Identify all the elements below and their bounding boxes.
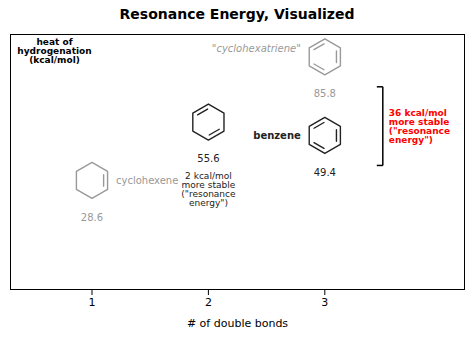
svg-text:1: 1 (88, 296, 95, 309)
svg-text:3: 3 (321, 296, 328, 309)
svg-text:benzene: benzene (253, 130, 301, 141)
svg-text:55.6: 55.6 (197, 153, 219, 164)
svg-text:"cyclohexatriene": "cyclohexatriene" (212, 43, 301, 54)
svg-text:28.6: 28.6 (81, 212, 103, 223)
svg-text:49.4: 49.4 (314, 167, 336, 178)
svg-text:36 kcal/molmore stable("resona: 36 kcal/molmore stable("resonanceenergy"… (389, 108, 450, 145)
svg-text:85.8: 85.8 (314, 88, 336, 99)
svg-text:2: 2 (205, 296, 212, 309)
svg-text:# of double bonds: # of double bonds (187, 317, 288, 330)
svg-text:heat ofhydrogenation(kcal/mol): heat ofhydrogenation(kcal/mol) (17, 37, 91, 65)
svg-text:2 kcal/molmore stable("resonan: 2 kcal/molmore stable("resonanceenergy") (181, 171, 236, 208)
html-text:Resonance Energy, Visualized: Resonance Energy, Visualized (119, 6, 355, 22)
svg-text:cyclohexene: cyclohexene (116, 175, 178, 186)
